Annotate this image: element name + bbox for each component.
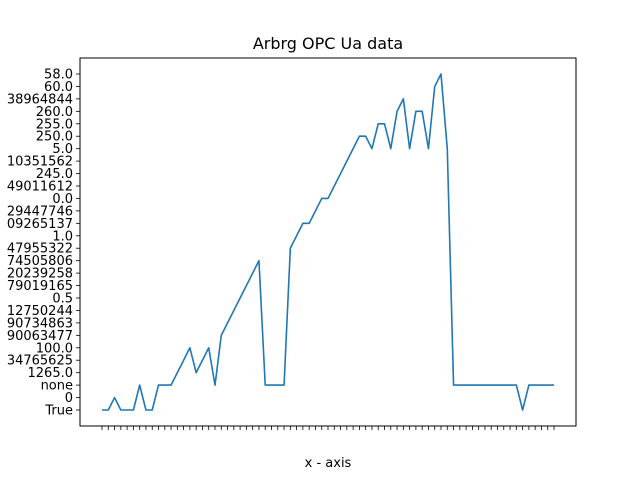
plot-area: True0none1265.034765625100.0900634779073… xyxy=(7,57,577,430)
y-tick-label: True xyxy=(44,404,73,419)
y-tick-label: 34765625 xyxy=(7,354,73,369)
chart-title: Arbrg OPC Ua data xyxy=(253,34,403,53)
y-tick-label: 74505806 xyxy=(7,254,73,269)
y-tick-label: 90734863 xyxy=(7,316,73,331)
y-tick-label: 09265137 xyxy=(7,217,73,232)
y-tick-label: 29447746 xyxy=(7,204,73,219)
y-tick-label: 20239258 xyxy=(7,267,73,282)
y-tick-label: 60.0 xyxy=(44,80,73,95)
y-tick-label: 90063477 xyxy=(7,329,73,344)
y-tick-label: none xyxy=(41,379,73,394)
x-axis-ticks xyxy=(101,426,555,430)
axes-frame xyxy=(79,57,577,427)
y-tick-label: 47955322 xyxy=(7,242,73,257)
y-tick-label: 0.0 xyxy=(52,192,73,207)
y-tick-label: 5.0 xyxy=(52,142,73,157)
y-tick-label: 255.0 xyxy=(36,117,73,132)
y-tick-label: 245.0 xyxy=(36,167,73,182)
y-tick-label: 1265.0 xyxy=(28,366,74,381)
y-tick-label: 12750244 xyxy=(7,304,73,319)
y-tick-label: 79019165 xyxy=(7,279,73,294)
y-tick-label: 0.5 xyxy=(52,292,73,307)
y-tick-label: 1.0 xyxy=(52,229,73,244)
x-axis-label: x - axis xyxy=(305,456,352,471)
y-tick-label: 260.0 xyxy=(36,105,73,120)
y-tick-label: 0 xyxy=(65,391,73,406)
series-line xyxy=(102,73,554,411)
y-tick-label: 100.0 xyxy=(36,341,73,356)
y-axis-ticks: True0none1265.034765625100.0900634779073… xyxy=(7,68,80,419)
y-tick-label: 58.0 xyxy=(44,68,73,83)
series-lines xyxy=(102,73,554,411)
y-tick-label: 10351562 xyxy=(7,155,73,170)
y-tick-label: 250.0 xyxy=(36,130,73,145)
axes-background xyxy=(80,58,576,426)
y-tick-label: 38964844 xyxy=(7,92,73,107)
y-tick-label: 49011612 xyxy=(7,180,73,195)
